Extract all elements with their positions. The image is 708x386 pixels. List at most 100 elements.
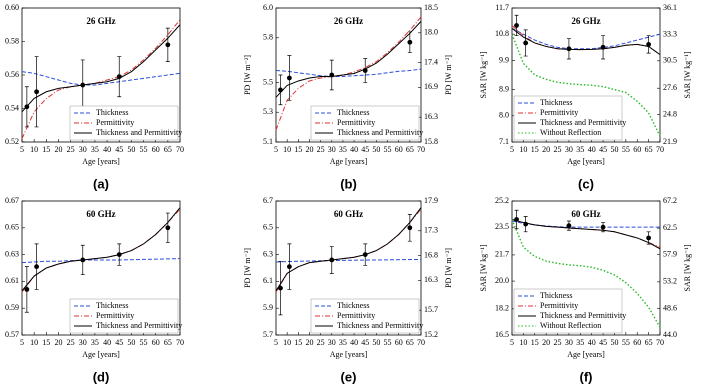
legend-label: Thickness and Permittivity bbox=[540, 118, 626, 127]
x-tick-label: 10 bbox=[30, 338, 38, 347]
panel-label: (c) bbox=[578, 176, 594, 191]
y2-axis-label: PD [W m⁻²] bbox=[444, 248, 453, 288]
x-tick-label: 20 bbox=[542, 338, 550, 347]
x-tick-label: 70 bbox=[656, 338, 664, 347]
x-tick-label: 45 bbox=[599, 145, 607, 154]
x-tick-label: 30 bbox=[79, 145, 87, 154]
x-tick-label: 10 bbox=[30, 145, 38, 154]
series-line bbox=[21, 258, 181, 264]
x-tick-label: 55 bbox=[622, 338, 630, 347]
data-point bbox=[34, 264, 39, 270]
data-point bbox=[116, 252, 122, 257]
x-tick-label: 45 bbox=[115, 338, 123, 347]
y2-tick-label: 15.2 bbox=[424, 330, 438, 339]
x-tick-label: 60 bbox=[395, 338, 403, 347]
x-tick-label: 60 bbox=[152, 145, 160, 154]
data-point bbox=[286, 75, 292, 81]
x-tick-label: 55 bbox=[622, 145, 630, 154]
legend-label: Permittivity bbox=[337, 311, 375, 320]
x-axis-label: Age [years] bbox=[330, 157, 368, 166]
chart-title: 60 GHz bbox=[334, 209, 363, 219]
data-point bbox=[407, 225, 413, 231]
y-tick-label: 6.1 bbox=[263, 276, 273, 285]
x-tick-label: 10 bbox=[283, 145, 291, 154]
data-point bbox=[286, 264, 292, 270]
data-point bbox=[523, 40, 529, 46]
y-tick-label: 5.9 bbox=[263, 303, 273, 312]
series-line bbox=[21, 207, 181, 292]
x-tick-label: 60 bbox=[152, 338, 160, 347]
y2-tick-label: 16.3 bbox=[424, 112, 438, 121]
data-point bbox=[278, 285, 283, 291]
plot-frame bbox=[511, 7, 661, 143]
data-point bbox=[407, 39, 413, 45]
data-point bbox=[600, 224, 606, 230]
y2-tick-label: 27.6 bbox=[663, 83, 677, 92]
x-tick-label: 55 bbox=[384, 145, 392, 154]
chart-title: 60 GHz bbox=[571, 209, 600, 219]
y2-tick-label: 24.8 bbox=[663, 109, 677, 118]
series-line bbox=[21, 71, 181, 86]
x-tick-label: 5 bbox=[20, 338, 24, 347]
data-point bbox=[514, 23, 519, 28]
y-tick-label: 5.3 bbox=[263, 107, 273, 116]
chart-panel: 5 10 15 20 25 30 35 40 45 50 55 60 65 70 0.52 0.54 0.56 0… bbox=[5, 3, 184, 192]
x-tick-label: 35 bbox=[576, 338, 584, 347]
x-tick-label: 45 bbox=[361, 145, 369, 154]
x-tick-label: 65 bbox=[645, 338, 653, 347]
x-tick-label: 25 bbox=[67, 145, 75, 154]
data-point bbox=[600, 44, 606, 50]
y-tick-label: 6.3 bbox=[263, 249, 273, 258]
data-point bbox=[646, 235, 652, 241]
y-tick-label: 5.8 bbox=[263, 33, 273, 42]
data-point bbox=[80, 257, 86, 263]
legend-label: Permittivity bbox=[540, 301, 578, 310]
x-tick-label: 40 bbox=[350, 145, 358, 154]
y-tick-label: 0.54 bbox=[5, 103, 19, 112]
x-tick-label: 50 bbox=[610, 145, 618, 154]
x-tick-label: 25 bbox=[554, 338, 562, 347]
series-line bbox=[511, 33, 661, 137]
legend-label: Thickness bbox=[96, 108, 128, 117]
y2-axis-label: SAR [W kg⁻¹] bbox=[683, 244, 692, 291]
y2-tick-label: 44.0 bbox=[663, 330, 677, 339]
data-point bbox=[80, 82, 86, 88]
y-tick-label: 23.5 bbox=[495, 222, 509, 231]
legend-label: Without Reflection bbox=[540, 128, 601, 137]
chart-panel: 5 10 15 20 25 30 35 40 45 50 55 60 65 707.18.08.99.91… bbox=[479, 3, 692, 192]
x-tick-label: 50 bbox=[372, 145, 380, 154]
data-point bbox=[24, 104, 30, 110]
y-tick-label: 10.8 bbox=[495, 29, 509, 38]
x-tick-label: 25 bbox=[67, 338, 75, 347]
y-tick-label: 11.7 bbox=[495, 3, 509, 12]
legend-label: Thickness and Permittivity bbox=[96, 321, 182, 330]
x-tick-label: 50 bbox=[610, 338, 618, 347]
y2-tick-label: 48.6 bbox=[663, 303, 677, 312]
x-tick-label: 70 bbox=[656, 145, 664, 154]
x-tick-label: 15 bbox=[531, 145, 539, 154]
y-tick-label: 0.59 bbox=[5, 303, 19, 312]
y-tick-label: 20.0 bbox=[495, 276, 509, 285]
y2-tick-label: 30.5 bbox=[663, 56, 677, 65]
legend-label: Thickness and Permittivity bbox=[540, 311, 626, 320]
x-tick-label: 70 bbox=[417, 338, 425, 347]
x-tick-label: 65 bbox=[164, 145, 172, 154]
x-tick-label: 60 bbox=[395, 145, 403, 154]
legend-label: Thickness bbox=[540, 291, 572, 300]
chart-panel: 5 10 15 20 25 30 35 40 45 50 55 60 65 70 5.1 5.3 5.5 5.8 6… bbox=[243, 3, 453, 192]
x-tick-label: 15 bbox=[42, 145, 50, 154]
series-line bbox=[275, 16, 422, 131]
panel-label: (a) bbox=[93, 176, 109, 191]
plot-frame bbox=[21, 200, 181, 336]
series-line bbox=[511, 27, 661, 50]
x-tick-label: 10 bbox=[283, 338, 291, 347]
series-line bbox=[275, 207, 422, 292]
x-tick-label: 25 bbox=[554, 145, 562, 154]
y2-tick-label: 16.9 bbox=[424, 82, 438, 91]
legend-label: Thickness bbox=[96, 301, 128, 310]
y2-tick-label: 16.8 bbox=[424, 250, 438, 259]
y-tick-label: 0.58 bbox=[5, 36, 19, 45]
x-tick-label: 35 bbox=[339, 145, 347, 154]
x-tick-label: 15 bbox=[531, 338, 539, 347]
